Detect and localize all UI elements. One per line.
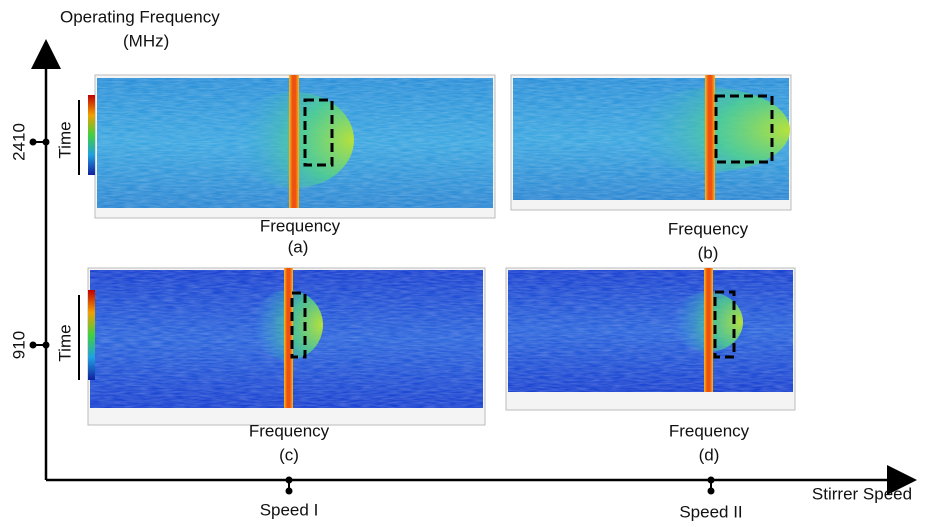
panel-caption: (c): [279, 445, 299, 464]
spectrogram-panel: Frequency (d): [505, 267, 796, 464]
y-tick-label: 2410: [9, 123, 28, 161]
frequency-label: Frequency: [249, 421, 330, 440]
frequency-label: Frequency: [668, 219, 749, 238]
x-tick: Speed I: [260, 476, 319, 519]
frequency-label: Frequency: [260, 216, 341, 235]
panel-caption: (d): [699, 445, 720, 464]
y-tick: 2410: [9, 123, 50, 161]
time-label: Time: [55, 121, 74, 158]
spectrogram-panel: Time Frequency (a): [55, 74, 496, 256]
time-label: Time: [55, 324, 74, 361]
y-axis-label: (MHz): [123, 31, 169, 50]
frequency-label: Frequency: [669, 421, 750, 440]
y-tick: 910: [9, 331, 50, 359]
x-tick: Speed II: [679, 476, 743, 521]
x-axis-label: Stirrer Speed: [812, 484, 912, 503]
panel-caption: (a): [288, 237, 309, 256]
spectrogram-panel: Frequency (b): [510, 74, 792, 262]
x-tick-label: Speed I: [260, 500, 319, 519]
panel-caption: (b): [698, 243, 719, 262]
y-axis-label: Operating Frequency: [60, 7, 220, 26]
spectrogram-panel: Time Frequency (c): [55, 267, 486, 464]
y-tick-label: 910: [9, 331, 28, 359]
x-tick-label: Speed II: [679, 502, 742, 521]
